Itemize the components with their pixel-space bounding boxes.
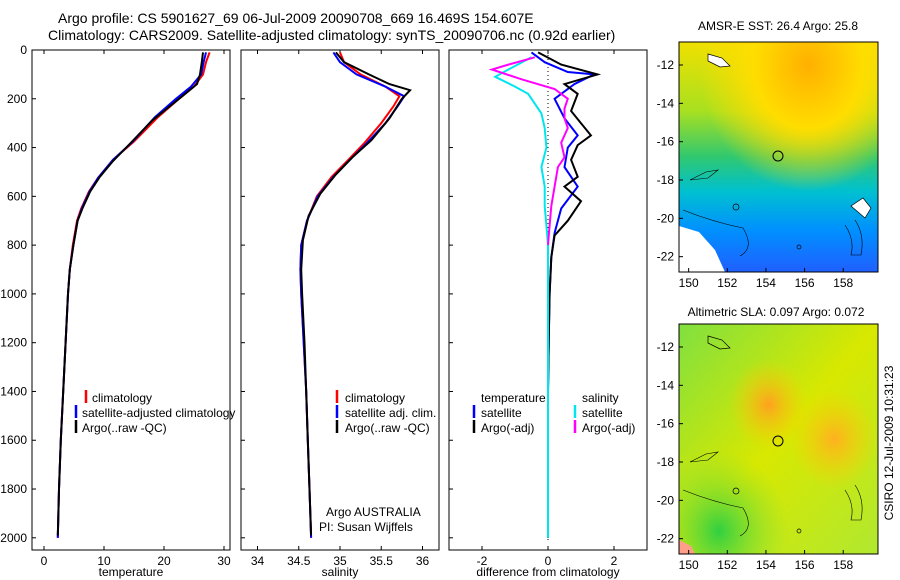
y-tick-label: 400 <box>7 141 27 155</box>
temperature-xlabel: temperature <box>99 565 164 579</box>
y-tick-label: 200 <box>7 92 27 106</box>
y-tick-label: 1600 <box>0 433 27 447</box>
temperature-legend: climatology satellite-adjusted climatolo… <box>74 390 235 435</box>
legend-label: Argo(..raw -QC) <box>82 421 167 435</box>
x-tick-label: 0 <box>41 554 48 568</box>
y-tick-label: 1400 <box>0 384 27 398</box>
y-tick-label: 2000 <box>0 531 27 545</box>
x-tick-label: 20 <box>157 554 171 568</box>
y-tick-label: 600 <box>7 189 27 203</box>
y-tick-label: 800 <box>7 238 27 252</box>
legend-label: climatology <box>92 391 152 405</box>
temperature-plot-frame <box>31 49 231 551</box>
x-tick-label: 30 <box>217 554 231 568</box>
y-tick-label: 1000 <box>0 287 27 301</box>
y-tick-label: 0 <box>20 43 27 57</box>
y-tick-label: 1200 <box>0 336 27 350</box>
y-tick-label: 1800 <box>0 482 27 496</box>
profile-title: Argo profile: CS 5901627_69 06-Jul-2009 … <box>58 10 534 26</box>
legend-label: satellite-adjusted climatology <box>82 406 235 420</box>
climatology-title: Climatology: CARS2009. Satellite-adjuste… <box>48 27 616 43</box>
series-line-black <box>56 52 204 536</box>
x-tick-label: 10 <box>97 554 111 568</box>
